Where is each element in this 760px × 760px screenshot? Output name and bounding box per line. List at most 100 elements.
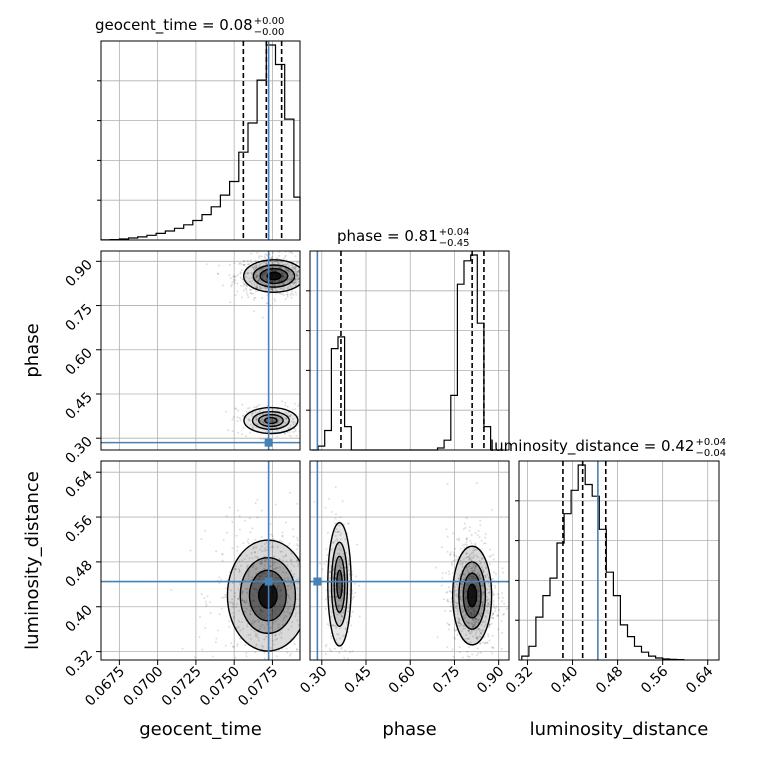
sample-point: [477, 556, 480, 559]
sample-point: [339, 588, 342, 591]
sample-point: [489, 548, 491, 551]
sample-point: [256, 286, 259, 289]
sample-point: [446, 482, 449, 485]
sample-point: [275, 426, 278, 429]
sample-point: [248, 280, 251, 283]
sample-point: [481, 630, 484, 633]
sample-point: [456, 633, 459, 636]
sample-point: [274, 503, 277, 506]
sample-point: [345, 576, 348, 579]
sample-point: [250, 252, 253, 255]
sample-point: [234, 275, 237, 278]
sample-point: [251, 273, 254, 276]
sample-point: [255, 546, 258, 549]
sample-point: [305, 571, 307, 573]
sample-point: [469, 632, 472, 635]
sample-point: [341, 597, 344, 600]
sample-point: [250, 412, 253, 415]
sample-point: [280, 582, 283, 584]
sample-point: [295, 281, 298, 284]
sample-point: [256, 405, 259, 408]
sample-point: [249, 259, 252, 262]
sample-point: [277, 262, 280, 265]
sample-point: [254, 568, 257, 571]
sample-point: [286, 291, 289, 293]
sample-point: [473, 613, 475, 616]
sample-point: [258, 574, 261, 577]
sample-point: [205, 605, 208, 607]
sample-point: [233, 595, 236, 598]
sample-point: [284, 554, 287, 557]
sample-point: [462, 528, 465, 531]
sample-point: [259, 263, 262, 266]
sample-point: [489, 563, 491, 565]
sample-point: [467, 556, 470, 559]
sample-point: [445, 571, 448, 574]
truth-marker: [313, 577, 322, 586]
sample-point: [326, 531, 329, 534]
sample-point: [461, 656, 464, 659]
sample-point: [338, 524, 341, 527]
x-tick-label-geocent_time: 0.0725: [159, 664, 205, 710]
y-tick-label-phase: 0.60: [62, 345, 95, 378]
sample-point: [336, 633, 338, 636]
sample-point: [273, 270, 276, 272]
sample-point: [246, 625, 249, 628]
sample-point: [295, 274, 298, 277]
sample-point: [264, 257, 267, 260]
sample-point: [251, 566, 254, 569]
panel-frame: [309, 250, 510, 451]
sample-point: [350, 615, 353, 618]
sample-point: [292, 431, 295, 433]
sample-point: [463, 616, 466, 619]
sample-point: [456, 558, 459, 561]
sample-point: [296, 274, 299, 277]
sample-point: [199, 615, 201, 618]
sample-point: [470, 614, 472, 617]
sample-point: [276, 607, 279, 610]
sample-point: [276, 586, 279, 588]
sample-point: [259, 437, 262, 440]
sample-point: [464, 597, 467, 600]
sample-point: [241, 403, 244, 406]
sample-point: [287, 278, 290, 281]
sample-point: [328, 497, 330, 500]
sample-point: [490, 646, 493, 649]
sample-point: [492, 558, 495, 561]
sample-point: [269, 565, 272, 568]
sample-point: [488, 639, 491, 642]
sample-point: [287, 628, 290, 631]
sample-point: [446, 598, 449, 601]
sample-point: [279, 539, 282, 542]
sample-point: [479, 577, 482, 580]
sample-point: [311, 582, 313, 584]
sample-point: [304, 577, 306, 579]
sample-point: [474, 564, 477, 567]
sample-point: [459, 595, 462, 598]
sample-point: [468, 577, 470, 580]
sample-point: [484, 566, 487, 569]
sample-point: [470, 607, 473, 610]
sample-point: [458, 537, 461, 540]
sample-point: [476, 654, 478, 657]
sample-point: [291, 266, 294, 268]
sample-point: [490, 508, 493, 511]
sample-point: [243, 283, 246, 286]
sample-point: [455, 595, 458, 598]
sample-point: [236, 549, 239, 552]
sample-point: [261, 418, 264, 420]
sample-point: [283, 432, 286, 435]
sample-point: [224, 593, 227, 596]
sample-point: [240, 433, 243, 436]
sample-point: [262, 267, 265, 270]
sample-point: [276, 637, 278, 640]
sample-point: [474, 582, 477, 585]
sample-point: [278, 558, 281, 561]
sample-point: [473, 674, 475, 676]
sample-point: [275, 416, 278, 419]
sample-point: [332, 624, 335, 627]
sample-point: [473, 610, 476, 613]
sample-point: [254, 259, 257, 262]
sample-point: [459, 562, 462, 565]
sample-point: [287, 269, 290, 271]
